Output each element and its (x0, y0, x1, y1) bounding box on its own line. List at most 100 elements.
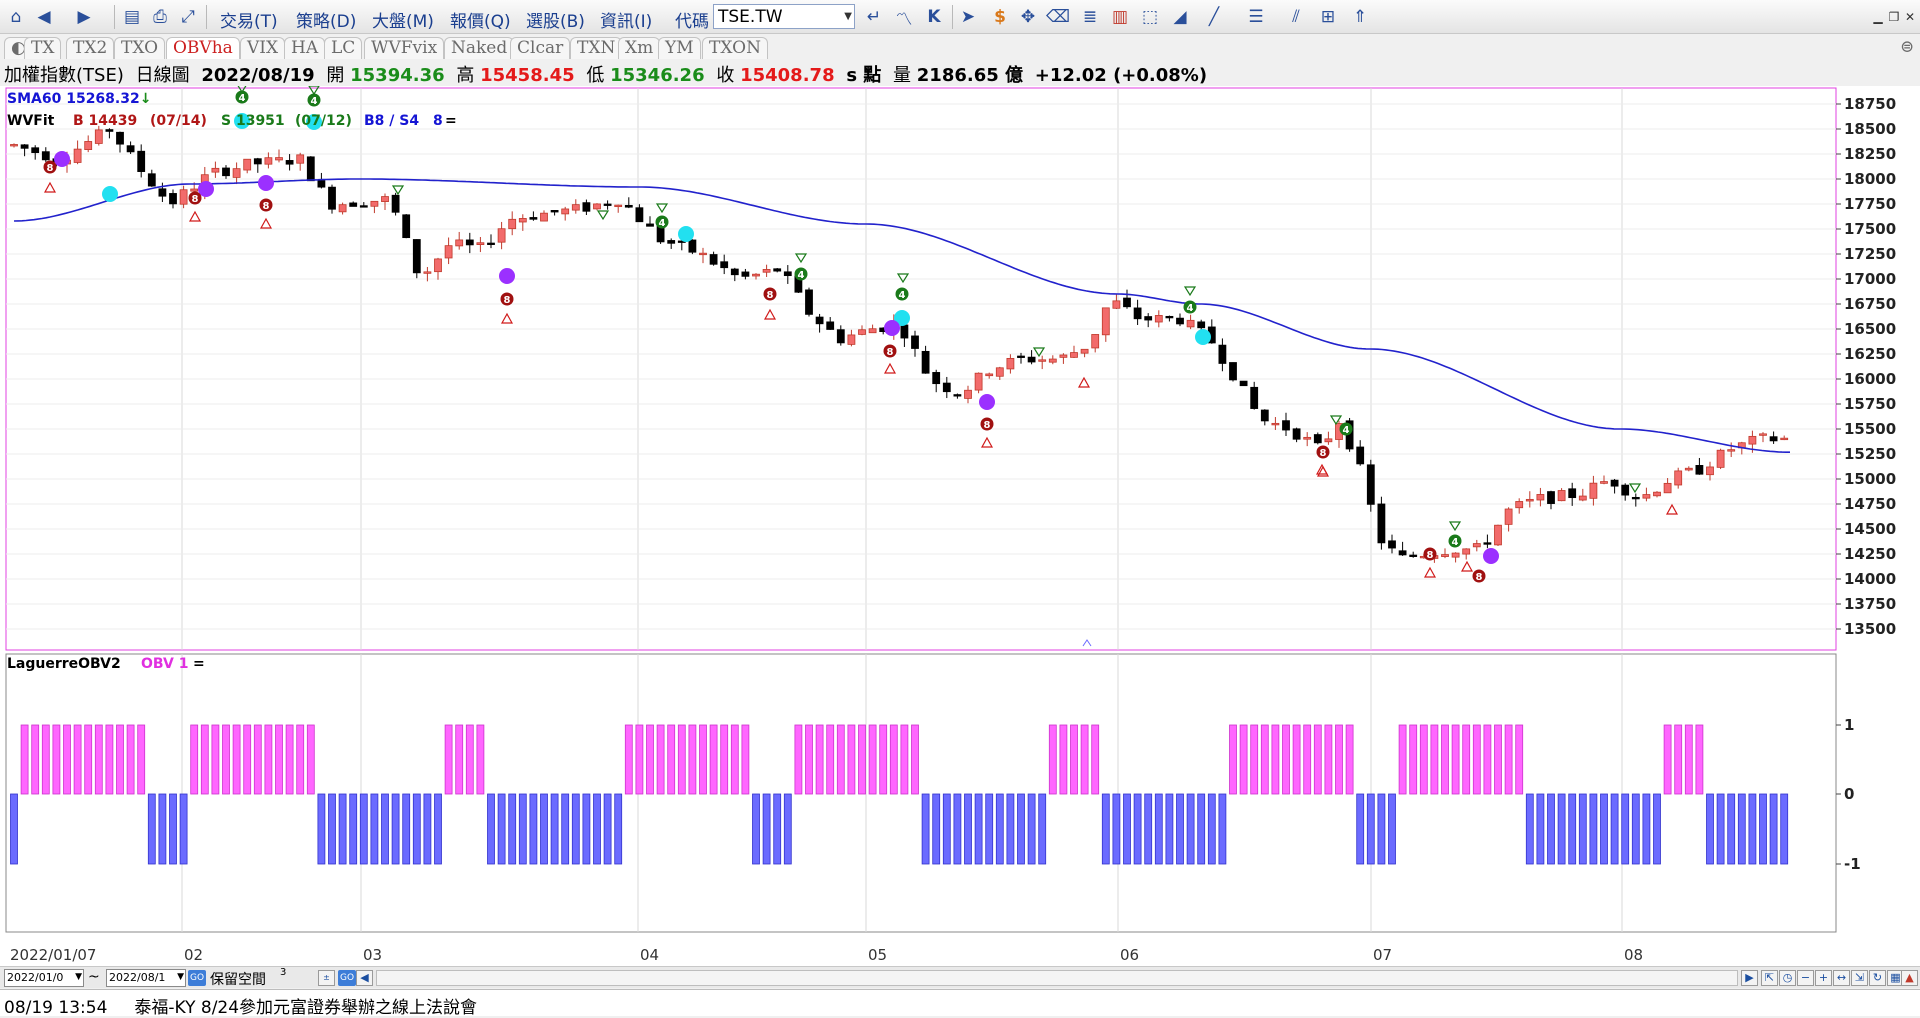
close-icon[interactable]: ✕ (1904, 10, 1916, 24)
menu-trade[interactable]: 交易(T) (220, 12, 278, 32)
obv-bar-up (41, 724, 50, 795)
pen-icon[interactable]: ╱ (1208, 7, 1220, 27)
tab-lc[interactable]: LC (324, 37, 363, 59)
k-chart-icon[interactable]: K (927, 7, 941, 27)
print-icon[interactable]: ⎙ (153, 7, 167, 27)
tab-tx2[interactable]: TX2 (66, 37, 115, 59)
zoom-in-icon[interactable]: + (1815, 970, 1832, 986)
tab-tx[interactable]: TX (24, 37, 62, 59)
tab-vix[interactable]: VIX (240, 37, 286, 59)
candle-body (762, 269, 771, 273)
tab-txn[interactable]: TXN (570, 37, 623, 59)
obv-bar-down (1737, 793, 1746, 865)
folder-icon[interactable]: ▤ (123, 7, 141, 27)
symbol-input[interactable]: TSE.TW ▼ (713, 4, 855, 29)
obv-bar-up (868, 724, 877, 795)
scroll-right-icon[interactable]: ▶ (1741, 970, 1758, 986)
move-icon[interactable]: ✥ (1020, 7, 1036, 27)
shrink-icon[interactable]: ⇲ (1851, 970, 1868, 986)
gann-icon[interactable]: ⊞ (1320, 7, 1336, 27)
tab-obvha[interactable]: OBVha (166, 37, 240, 59)
signal-badge (307, 93, 321, 107)
reserve-value[interactable]: 3 (280, 967, 287, 978)
chevron-down-icon[interactable]: ▼ (75, 972, 82, 982)
price-axis-label: 17000 (1844, 270, 1896, 288)
ticker-headline[interactable]: 泰福-KY 8/24參加元富證券舉辦之線上法說會 (134, 998, 478, 1018)
obv-bar-up (1409, 724, 1418, 795)
signal-badge (980, 417, 994, 431)
clock-icon[interactable]: ◷ (1779, 970, 1796, 986)
horizontal-scrollbar[interactable] (376, 970, 1738, 986)
tab-xm[interactable]: Xm (618, 37, 661, 59)
signal-badge-label: 4 (239, 93, 246, 104)
go-reserve-button[interactable]: GO (338, 970, 356, 986)
tab-ha[interactable]: HA (284, 37, 326, 59)
chevron-down-icon[interactable]: ▼ (177, 972, 184, 982)
end-date-select[interactable]: 2022/08/1 ▼ (106, 969, 186, 987)
tab-txo[interactable]: TXO (114, 37, 166, 59)
candle-body (614, 204, 623, 208)
stepper-icon[interactable]: ± (318, 970, 335, 986)
obv-bar-down (497, 793, 506, 865)
home-icon[interactable]: ⌂ (10, 7, 22, 27)
menu-market[interactable]: 大盤(M) (372, 12, 434, 32)
candle-body (1547, 491, 1555, 504)
obv-bar-up (847, 724, 856, 795)
obv-bar-down (603, 793, 612, 865)
dollar-icon[interactable]: $ (994, 7, 1006, 27)
candle-body (349, 202, 358, 207)
scroll-left-icon[interactable]: ◀ (356, 970, 373, 986)
tab-clcar[interactable]: Clcar (510, 37, 571, 59)
notes-icon[interactable]: ≣ (1082, 7, 1098, 27)
candle-body (84, 141, 93, 150)
obv-bar-up (1345, 724, 1354, 795)
tab-txon[interactable]: TXON (702, 37, 768, 59)
bar-tool-icon[interactable]: ▥ (1111, 7, 1129, 27)
chart-area[interactable]: 2022/01/07 02 03 04 05 06 07 08 18750 18500 18250 1… (0, 86, 1920, 966)
candle-body (932, 372, 941, 385)
candle-body (105, 129, 114, 132)
refresh-icon[interactable]: ↻ (1869, 970, 1886, 986)
tab-wvfvix[interactable]: WVFvix (364, 37, 445, 59)
news-ticker[interactable]: 08/19 13:54 泰福-KY 8/24參加元富證券舉辦之線上法說會 (0, 989, 1920, 1018)
eraser-icon[interactable]: ⌫ (1045, 7, 1071, 27)
start-date-select[interactable]: 2022/01/0 ▼ (4, 969, 84, 987)
obv-bar-up (688, 724, 697, 795)
menu-quote[interactable]: 報價(Q) (450, 12, 511, 32)
high-label: 高 (456, 65, 475, 86)
tab-ym[interactable]: YM (658, 37, 701, 59)
minimize-icon[interactable]: ▁ (1873, 10, 1883, 24)
return-icon[interactable]: ↵ (866, 7, 882, 27)
zoom-fit-icon[interactable]: ⇱ (1761, 970, 1778, 986)
zoom-out-icon[interactable]: − (1797, 970, 1814, 986)
shape-icon[interactable]: ◢ (1173, 7, 1187, 27)
candle-body (1197, 321, 1206, 329)
back-icon[interactable]: ◀ (37, 7, 51, 27)
go-button[interactable]: GO (188, 970, 206, 986)
pin-icon[interactable]: ⊜ (1900, 37, 1915, 57)
obv-bar-up (1494, 724, 1502, 795)
levels-icon[interactable]: ☰ (1248, 7, 1264, 27)
fan-icon[interactable]: ⫽ (1292, 7, 1300, 27)
signal-badge (895, 287, 909, 301)
pointer-icon[interactable]: ➤ (960, 7, 976, 27)
line-chart-icon[interactable]: 〽 (895, 9, 913, 30)
price-chart[interactable]: 2022/01/07 02 03 04 05 06 07 081875018500182501… (0, 86, 1920, 966)
chevron-down-icon[interactable]: ▼ (844, 11, 852, 22)
menu-strategy[interactable]: 策略(D) (296, 12, 357, 32)
signal-badge-label: 4 (798, 270, 805, 281)
restore-icon[interactable]: ❐ (1888, 10, 1900, 24)
menu-info[interactable]: 資訊(I) (600, 12, 653, 32)
tab-naked[interactable]: Naked (444, 37, 515, 59)
candle-body (593, 203, 601, 210)
alert-icon[interactable]: ▲ (1901, 970, 1918, 986)
expand-icon[interactable]: ↔ (1833, 970, 1850, 986)
sub-legend: LaguerreOBV2 (7, 656, 121, 672)
box-tool-icon[interactable]: ⬚ (1141, 7, 1159, 27)
resize-icon[interactable]: ⤢ (181, 7, 195, 27)
candle-body (1377, 503, 1386, 544)
obv-bar-up (677, 724, 686, 795)
menu-stock-pick[interactable]: 選股(B) (526, 12, 585, 32)
export-icon[interactable]: ⇑ (1352, 7, 1368, 27)
forward-icon[interactable]: ▶ (77, 7, 91, 27)
